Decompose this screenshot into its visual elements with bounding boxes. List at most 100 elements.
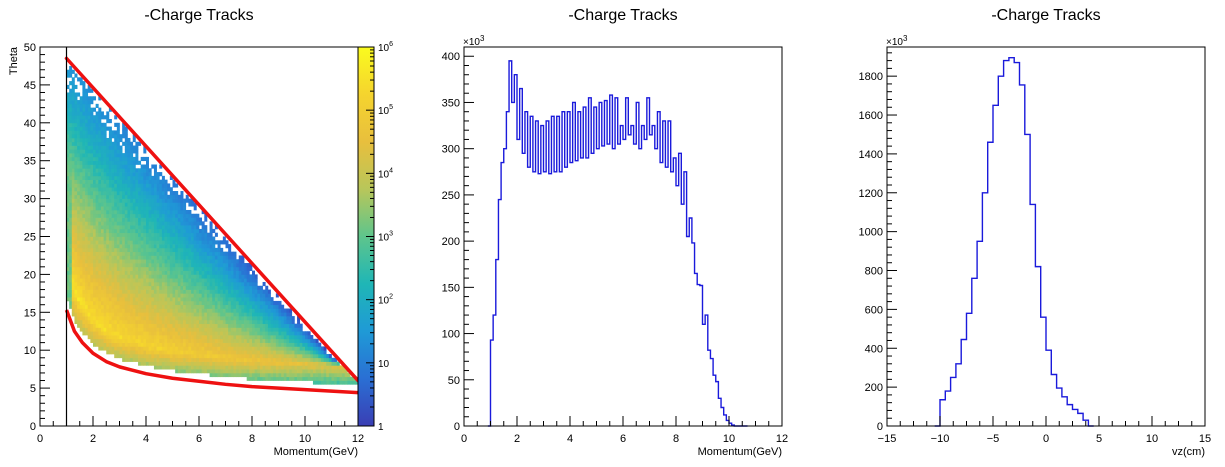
heatmap-cell xyxy=(108,350,112,355)
heatmap-cell xyxy=(275,319,279,325)
heatmap-cell xyxy=(172,236,176,241)
heatmap-cell xyxy=(98,342,102,347)
heatmap-cell xyxy=(249,365,253,370)
heatmap-cell xyxy=(222,240,226,245)
heatmap-cell xyxy=(153,312,157,317)
heatmap-cell xyxy=(225,278,229,283)
heatmap-cell xyxy=(103,179,107,184)
heatmap-cell xyxy=(98,240,102,245)
heatmap-cell xyxy=(85,221,89,226)
heatmap-cell xyxy=(172,281,176,287)
heatmap-cell xyxy=(233,353,237,359)
heatmap-cell xyxy=(140,259,144,264)
heatmap-cell xyxy=(79,198,83,203)
heatmap-cell xyxy=(138,357,142,362)
heatmap-cell xyxy=(230,278,234,283)
heatmap-cell xyxy=(130,175,134,180)
heatmap-cell xyxy=(183,342,187,347)
heatmap-cell xyxy=(180,191,184,196)
heatmap-cell xyxy=(146,225,149,230)
heatmap-cell xyxy=(87,232,91,237)
heatmap-cell xyxy=(172,206,176,211)
heatmap-cell xyxy=(82,160,86,165)
heatmap-cell xyxy=(130,183,134,188)
heatmap-cell xyxy=(175,198,179,203)
heatmap-cell xyxy=(228,331,232,336)
heatmap-cell xyxy=(265,372,269,378)
heatmap-cell xyxy=(138,361,142,366)
heatmap-cell xyxy=(222,270,226,275)
heatmap-cell xyxy=(257,346,261,351)
heatmap-cell xyxy=(342,372,346,378)
heatmap-cell xyxy=(222,266,226,271)
heatmap-cell xyxy=(206,266,210,271)
heatmap-cell xyxy=(82,278,86,283)
heatmap-cell xyxy=(153,278,157,283)
heatmap-cell xyxy=(82,255,86,260)
heatmap-cell xyxy=(196,259,200,264)
heatmap-cell xyxy=(119,145,123,150)
heatmap-cell xyxy=(156,289,160,294)
heatmap-cell xyxy=(188,353,192,359)
heatmap-cell xyxy=(79,115,83,120)
heatmap-cell xyxy=(241,312,245,317)
heatmap-cell xyxy=(246,376,250,381)
heatmap-cell xyxy=(244,346,248,351)
heatmap-cell xyxy=(106,263,110,268)
heatmap-cell xyxy=(177,278,181,283)
heatmap-cell xyxy=(132,225,136,230)
heatmap-cell xyxy=(183,361,187,366)
heatmap-cell xyxy=(228,281,232,287)
heatmap-cell xyxy=(108,168,112,173)
heatmap-cell xyxy=(228,323,232,328)
heatmap-cell xyxy=(116,221,120,226)
heatmap-cell xyxy=(130,202,134,207)
heatmap-cell xyxy=(90,270,94,275)
heatmap-cell xyxy=(161,285,165,290)
heatmap-cell xyxy=(116,130,120,135)
heatmap-cell xyxy=(161,316,165,321)
heatmap-cell xyxy=(130,247,134,253)
heatmap-cell xyxy=(291,369,295,374)
heatmap-cell xyxy=(79,175,83,180)
heatmap-cell xyxy=(135,293,139,298)
heatmap-cells xyxy=(66,65,358,385)
heatmap-cell xyxy=(220,289,224,294)
heatmap-cell xyxy=(66,232,70,237)
heatmap-cell xyxy=(262,376,266,381)
heatmap-cell xyxy=(124,175,128,180)
heatmap-cell xyxy=(281,365,285,370)
heatmap-cell xyxy=(233,297,237,302)
heatmap-cell xyxy=(100,247,104,253)
heatmap-cell xyxy=(119,285,123,290)
heatmap-cell xyxy=(119,240,123,245)
heatmap-cell xyxy=(164,312,168,317)
heatmap-cell xyxy=(82,149,86,154)
heatmap-cell xyxy=(283,323,287,328)
heatmap-cell xyxy=(111,134,115,139)
heatmap-cell xyxy=(236,312,240,317)
heatmap-cell xyxy=(153,335,157,340)
heatmap-cell xyxy=(241,372,245,378)
heatmap-cell xyxy=(140,327,144,332)
heatmap-cell xyxy=(201,221,205,226)
heatmap-cell xyxy=(130,198,134,203)
heatmap-cell xyxy=(294,342,298,347)
heatmap-cell xyxy=(82,209,86,215)
heatmap-cell xyxy=(69,103,73,108)
x-tick-label: 6 xyxy=(620,433,626,445)
heatmap-cell xyxy=(130,221,134,226)
heatmap-cell xyxy=(100,255,104,260)
heatmap-cell xyxy=(87,266,91,271)
heatmap-cell xyxy=(69,259,73,264)
heatmap-cell xyxy=(106,126,110,131)
heatmap-cell xyxy=(87,281,91,287)
heatmap-cell xyxy=(214,232,218,237)
heatmap-cell xyxy=(119,244,123,249)
heatmap-cell xyxy=(132,187,136,192)
heatmap-cell xyxy=(108,278,112,283)
heatmap-cell xyxy=(289,376,293,381)
heatmap-cell xyxy=(122,342,126,347)
heatmap-cell xyxy=(206,247,210,253)
